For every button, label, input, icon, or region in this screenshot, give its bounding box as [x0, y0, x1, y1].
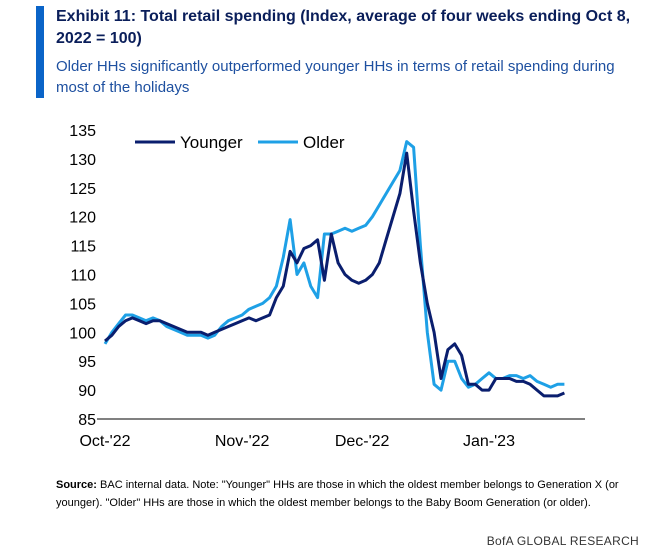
y-tick-label: 90: [78, 383, 96, 400]
legend: Younger Older: [135, 133, 345, 152]
y-tick-label: 125: [69, 181, 96, 198]
x-axis-ticks: Oct-'22 Nov-'22 Dec-'22 Jan-'23: [79, 433, 515, 450]
brand-label: BofA GLOBAL RESEARCH: [486, 534, 639, 548]
series-line-younger: [104, 151, 565, 398]
y-tick-label: 120: [69, 210, 96, 227]
series-lines: [103, 140, 565, 398]
x-tick-label: Nov-'22: [215, 433, 270, 450]
accent-bar: [36, 6, 44, 98]
legend-label-younger: Younger: [180, 133, 243, 152]
y-tick-label: 100: [69, 325, 96, 342]
x-tick-label: Jan-'23: [463, 433, 515, 450]
source-label: Source:: [56, 479, 97, 491]
y-tick-label: 115: [70, 239, 96, 256]
chart-title: Exhibit 11: Total retail spending (Index…: [56, 8, 631, 47]
y-tick-label: 135: [69, 123, 96, 140]
y-tick-label: 85: [78, 412, 96, 429]
y-axis-ticks: 85 90 95 100 105 110 115 120 125 130 135: [69, 123, 96, 429]
y-tick-label: 95: [78, 354, 96, 371]
x-tick-label: Oct-'22: [79, 433, 130, 450]
y-tick-label: 105: [69, 296, 96, 313]
legend-label-older: Older: [303, 133, 345, 152]
chart-subtitle: Older HHs significantly outperformed you…: [56, 58, 615, 96]
series-line-older: [103, 140, 565, 392]
x-tick-label: Dec-'22: [335, 433, 390, 450]
source-text: BAC internal data. Note: "Younger" HHs a…: [56, 479, 619, 509]
source-note: Source: BAC internal data. Note: "Younge…: [56, 476, 646, 512]
y-tick-label: 110: [70, 268, 96, 285]
y-tick-label: 130: [69, 152, 96, 169]
